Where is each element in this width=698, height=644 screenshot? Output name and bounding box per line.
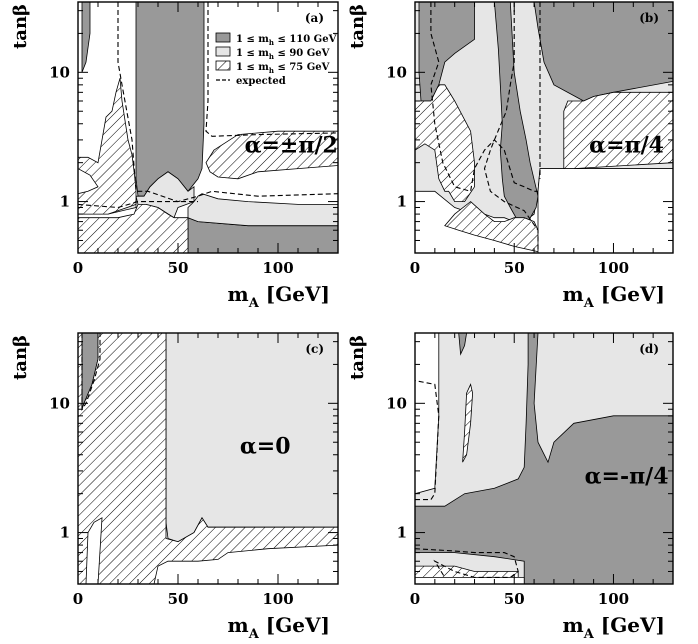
chart-panel-4: 0 50 100 1 10 tanβ mA [GeV] (d) α=-π/4 [347,332,674,642]
panel-label: (d) [639,342,659,356]
plot-area [78,333,338,584]
region-dark-3 [458,333,468,356]
legend-swatch-dark [215,32,231,43]
legend-label: 1 ≤ mh ≤ 75 GeV [236,62,330,75]
axes: 0 50 100 1 10 [49,2,339,277]
plot-area [78,2,338,253]
legend-label: 1 ≤ mh ≤ 90 GeV [236,48,330,61]
x-axis-label: mA [GeV] [563,613,665,642]
x-tick-label: 0 [73,590,83,608]
x-tick-label: 100 [598,259,629,277]
expected-contour-3 [78,201,198,209]
x-tick-label: 50 [504,259,525,277]
x-tick-label: 50 [504,590,525,608]
x-tick-label: 100 [262,259,293,277]
legend-label: expected [236,76,286,87]
plot-frame [77,1,339,254]
expected-contour-2 [483,2,539,253]
region-dark-1 [81,2,91,73]
region-dark-2 [418,2,475,102]
expected-contour-1 [430,2,538,192]
x-tick-label: 100 [598,590,629,608]
expected-contour-1 [117,2,338,203]
region-dark-2 [415,333,673,584]
y-axis-label: tanβ [10,4,31,49]
axes: 0 50 100 1 10 [386,2,674,277]
y-axis-label: tanβ [347,335,368,380]
alpha-annotation: α=±π/2 [245,133,338,159]
x-tick-label: 50 [168,259,189,277]
chart-panel-3: 0 50 100 1 10 tanβ mA [GeV] (c) α=0 [10,332,339,642]
plot-area [415,2,673,253]
region-white-8 [537,168,673,253]
y-tick-label: 1 [397,193,407,211]
plot-frame [77,332,339,585]
x-axis-label: mA [GeV] [228,282,330,311]
expected-contour-2 [205,2,338,137]
region-dark-2 [135,2,205,197]
region-hatch-5 [415,84,475,203]
y-axis-label: tanβ [10,335,31,380]
y-tick-label: 10 [386,63,407,81]
axes: 0 50 100 1 10 [386,333,674,608]
panel-label: (b) [639,11,659,25]
alpha-annotation: α=0 [240,433,291,459]
panel-label: (a) [305,11,324,25]
region-white-6 [415,577,525,584]
legend-swatch-light [215,46,231,57]
axes: 0 50 100 1 10 [49,333,339,608]
x-tick-label: 0 [73,259,83,277]
region-hatch-3 [78,333,338,584]
region-hatch-7 [78,203,189,253]
y-tick-label: 1 [397,524,407,542]
x-axis-label: mA [GeV] [563,282,665,311]
region-hatch-4 [462,383,474,463]
plot-area [415,333,673,584]
x-tick-label: 0 [410,590,420,608]
y-tick-label: 10 [49,63,70,81]
y-tick-label: 10 [49,394,70,412]
chart-panel-2: 0 50 100 1 10 tanβ mA [GeV] (b) α=π/4 [347,1,674,311]
expected-contour-2 [415,548,519,578]
region-hatch-9 [205,130,338,180]
legend-label: 1 ≤ mh ≤ 110 GeV [236,34,337,47]
y-tick-label: 10 [386,394,407,412]
x-tick-label: 0 [410,259,420,277]
chart-panel-1: 0 50 100 1 10 tanβ mA [GeV] (a) α=±π/2 1 ≤ mh ≤ 1… [10,1,339,311]
alpha-annotation: α=-π/4 [585,464,669,490]
y-tick-label: 1 [60,193,70,211]
legend-swatch-hatch [215,60,231,71]
y-tick-label: 1 [60,524,70,542]
plot-frame [414,1,674,254]
x-tick-label: 50 [168,590,189,608]
plot-frame [414,332,674,585]
panel-label: (c) [305,342,324,356]
alpha-annotation: α=π/4 [589,133,664,159]
x-axis-label: mA [GeV] [228,613,330,642]
region-hatch-6 [563,91,673,170]
y-axis-label: tanβ [347,4,368,49]
x-tick-label: 100 [262,590,293,608]
